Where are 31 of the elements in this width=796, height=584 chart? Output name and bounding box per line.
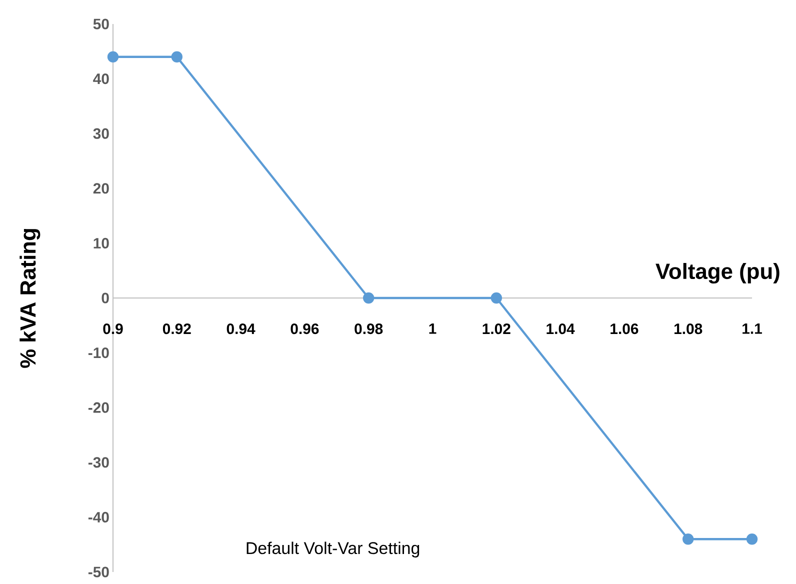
- y-tick-label: -10: [88, 348, 109, 358]
- y-tick-label: 30: [93, 128, 109, 139]
- y-tick-label: 20: [93, 183, 109, 194]
- x-tick-label: 0.92: [162, 324, 191, 334]
- x-tick-label: 1.08: [674, 324, 702, 334]
- x-tick-label: 0.9: [103, 324, 123, 334]
- x-tick-label: 1.04: [546, 324, 575, 334]
- point: [682, 534, 694, 545]
- y-tick-label: -20: [88, 402, 109, 413]
- y-tick-label: 10: [94, 238, 109, 248]
- point: [746, 534, 758, 545]
- point: [171, 51, 182, 62]
- x-tick-label: 0.96: [290, 324, 319, 334]
- point: [363, 292, 374, 304]
- y-tick-label: -50: [88, 566, 109, 578]
- x-axis-title: Voltage (pu): [656, 262, 780, 284]
- text: Default Volt-Var Setting: [246, 542, 420, 558]
- y-tick-label: 0: [102, 292, 109, 304]
- x-tick-label: 0.98: [354, 324, 383, 334]
- point: [490, 292, 502, 304]
- x-tick-label: 1.02: [482, 324, 510, 334]
- y-tick-label: 40: [93, 74, 109, 84]
- y-tick-label: 50: [93, 18, 109, 30]
- x-tick-label: 1.06: [610, 324, 638, 334]
- x-tick-label: 1.1: [742, 324, 762, 334]
- x-tick-label: 1: [429, 324, 436, 334]
- y-axis-title: % kVA Rating: [20, 229, 40, 368]
- point: [107, 51, 119, 62]
- y-tick-label: -30: [88, 457, 109, 468]
- y-tick-label: -40: [88, 512, 109, 522]
- x-tick-label: 0.94: [226, 324, 256, 334]
